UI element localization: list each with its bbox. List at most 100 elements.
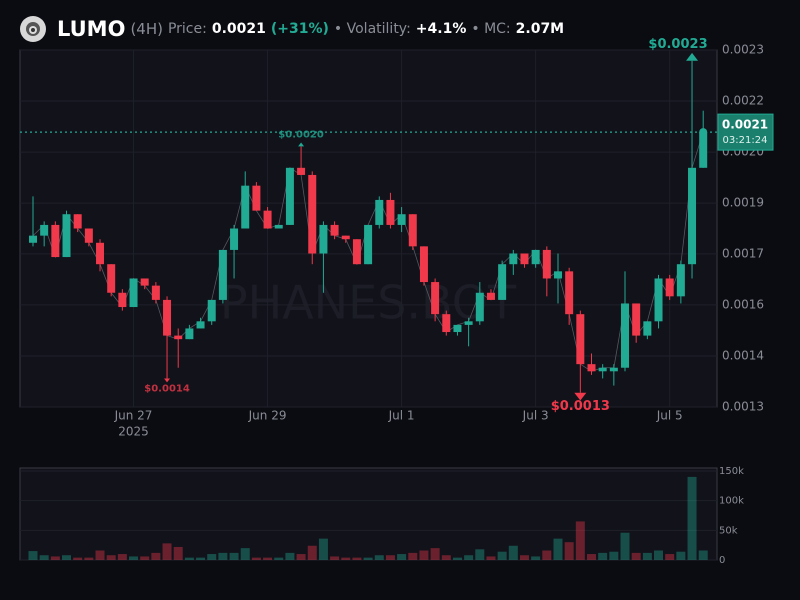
volume-bar [285, 552, 295, 560]
candle-body [576, 314, 585, 365]
candle-body [509, 253, 518, 265]
x-tick-label: Jul 1 [388, 409, 415, 423]
mc-label: • MC: [471, 21, 511, 37]
candle-body [598, 367, 607, 372]
volume-bar [397, 554, 407, 560]
extreme-label: $0.0020 [278, 129, 324, 140]
volume-bar [330, 556, 340, 560]
logo-icon [26, 22, 40, 36]
volume-bar [587, 554, 596, 560]
volume-bar [229, 552, 239, 560]
y-tick-label: 0.0013 [722, 400, 764, 414]
volume-bar [129, 556, 139, 560]
volume-bar [698, 550, 708, 560]
volume-bar [218, 552, 228, 560]
candle-body [375, 199, 384, 225]
volume-bar [296, 554, 306, 560]
x-tick-label: Jun 27 [114, 409, 153, 423]
candle-body [297, 167, 306, 175]
volume-bar [352, 557, 362, 560]
candle-body [40, 224, 49, 236]
candle-body [386, 199, 395, 225]
logo [20, 16, 46, 42]
volume-bar [62, 555, 72, 560]
volume-bar [654, 550, 664, 560]
extreme-label: $0.0023 [648, 37, 707, 52]
volume-bar [374, 555, 384, 560]
y-tick-label: 0.0022 [722, 94, 764, 108]
volume-bar [385, 555, 395, 560]
volume-bar [687, 476, 697, 560]
candle-body [621, 303, 630, 368]
volume-bar [620, 532, 630, 560]
candle-body [29, 235, 37, 243]
y-tick-label: 0.0016 [722, 297, 764, 311]
extreme-label: $0.0013 [551, 399, 610, 414]
volume-bar [419, 550, 429, 560]
volatility-label: • Volatility: [333, 21, 411, 37]
candle-body [352, 239, 361, 265]
candle-body [397, 214, 406, 225]
volume-bar [173, 546, 183, 560]
volume-bar [207, 554, 217, 560]
candle-body [609, 367, 618, 372]
volume-bar [39, 555, 49, 560]
candle-body [431, 282, 440, 315]
candle-body [252, 185, 261, 211]
candle-body [263, 210, 272, 229]
volume-bar [274, 557, 284, 560]
volume-bar [363, 557, 373, 560]
countdown: 03:21:24 [723, 135, 768, 146]
candle-body [107, 264, 116, 293]
candle-body [341, 235, 350, 240]
volume-bar [531, 556, 541, 560]
volume-bar [318, 538, 328, 560]
candle-body [676, 264, 685, 297]
candle-body [51, 224, 60, 258]
volume-bar [307, 545, 317, 560]
candle-body [364, 224, 373, 265]
candle-body [587, 364, 596, 372]
candle-body [207, 299, 216, 322]
candle-body [174, 335, 183, 340]
volume-bar [106, 555, 116, 560]
candle-body [308, 174, 317, 254]
candle-body [654, 278, 663, 322]
volume-bar [240, 548, 250, 560]
price-tag [717, 113, 774, 151]
y-tick-label: 0 [719, 555, 725, 566]
y-tick-label: 150k [719, 466, 744, 477]
volume-bar [28, 551, 38, 560]
candle-body [84, 228, 93, 243]
token-name: LUMO [57, 17, 126, 41]
extreme-marker [164, 378, 171, 383]
candle-body [531, 249, 540, 265]
volume-area [19, 467, 718, 561]
x-tick-label: Jun 29 [248, 409, 287, 423]
candle-body [118, 292, 127, 308]
candle-body [330, 224, 339, 236]
candle-body [553, 271, 562, 279]
candle-body [419, 246, 428, 283]
volume-bar [140, 556, 150, 560]
candle-body [475, 292, 484, 322]
extreme-marker [686, 52, 699, 61]
volume-bar [441, 555, 451, 560]
candle-body [565, 271, 574, 315]
y-tick-label: 0.0023 [722, 43, 764, 57]
y-tick-label: 50k [719, 525, 738, 536]
candle-body [140, 278, 149, 286]
candle-body [464, 321, 473, 325]
volume-bar [50, 556, 60, 560]
candle-body [542, 249, 551, 279]
candle-body [241, 185, 250, 229]
price: 0.0021 [211, 21, 266, 37]
volume-bar [430, 548, 440, 560]
volume-bar [251, 557, 261, 560]
volume-bar [575, 521, 585, 560]
volume-bar [341, 557, 351, 560]
volume-bar [408, 552, 418, 560]
volume-bar [184, 557, 194, 560]
price-tag-value: 0.0021 [722, 118, 768, 132]
y-tick-label: 100k [719, 496, 744, 507]
